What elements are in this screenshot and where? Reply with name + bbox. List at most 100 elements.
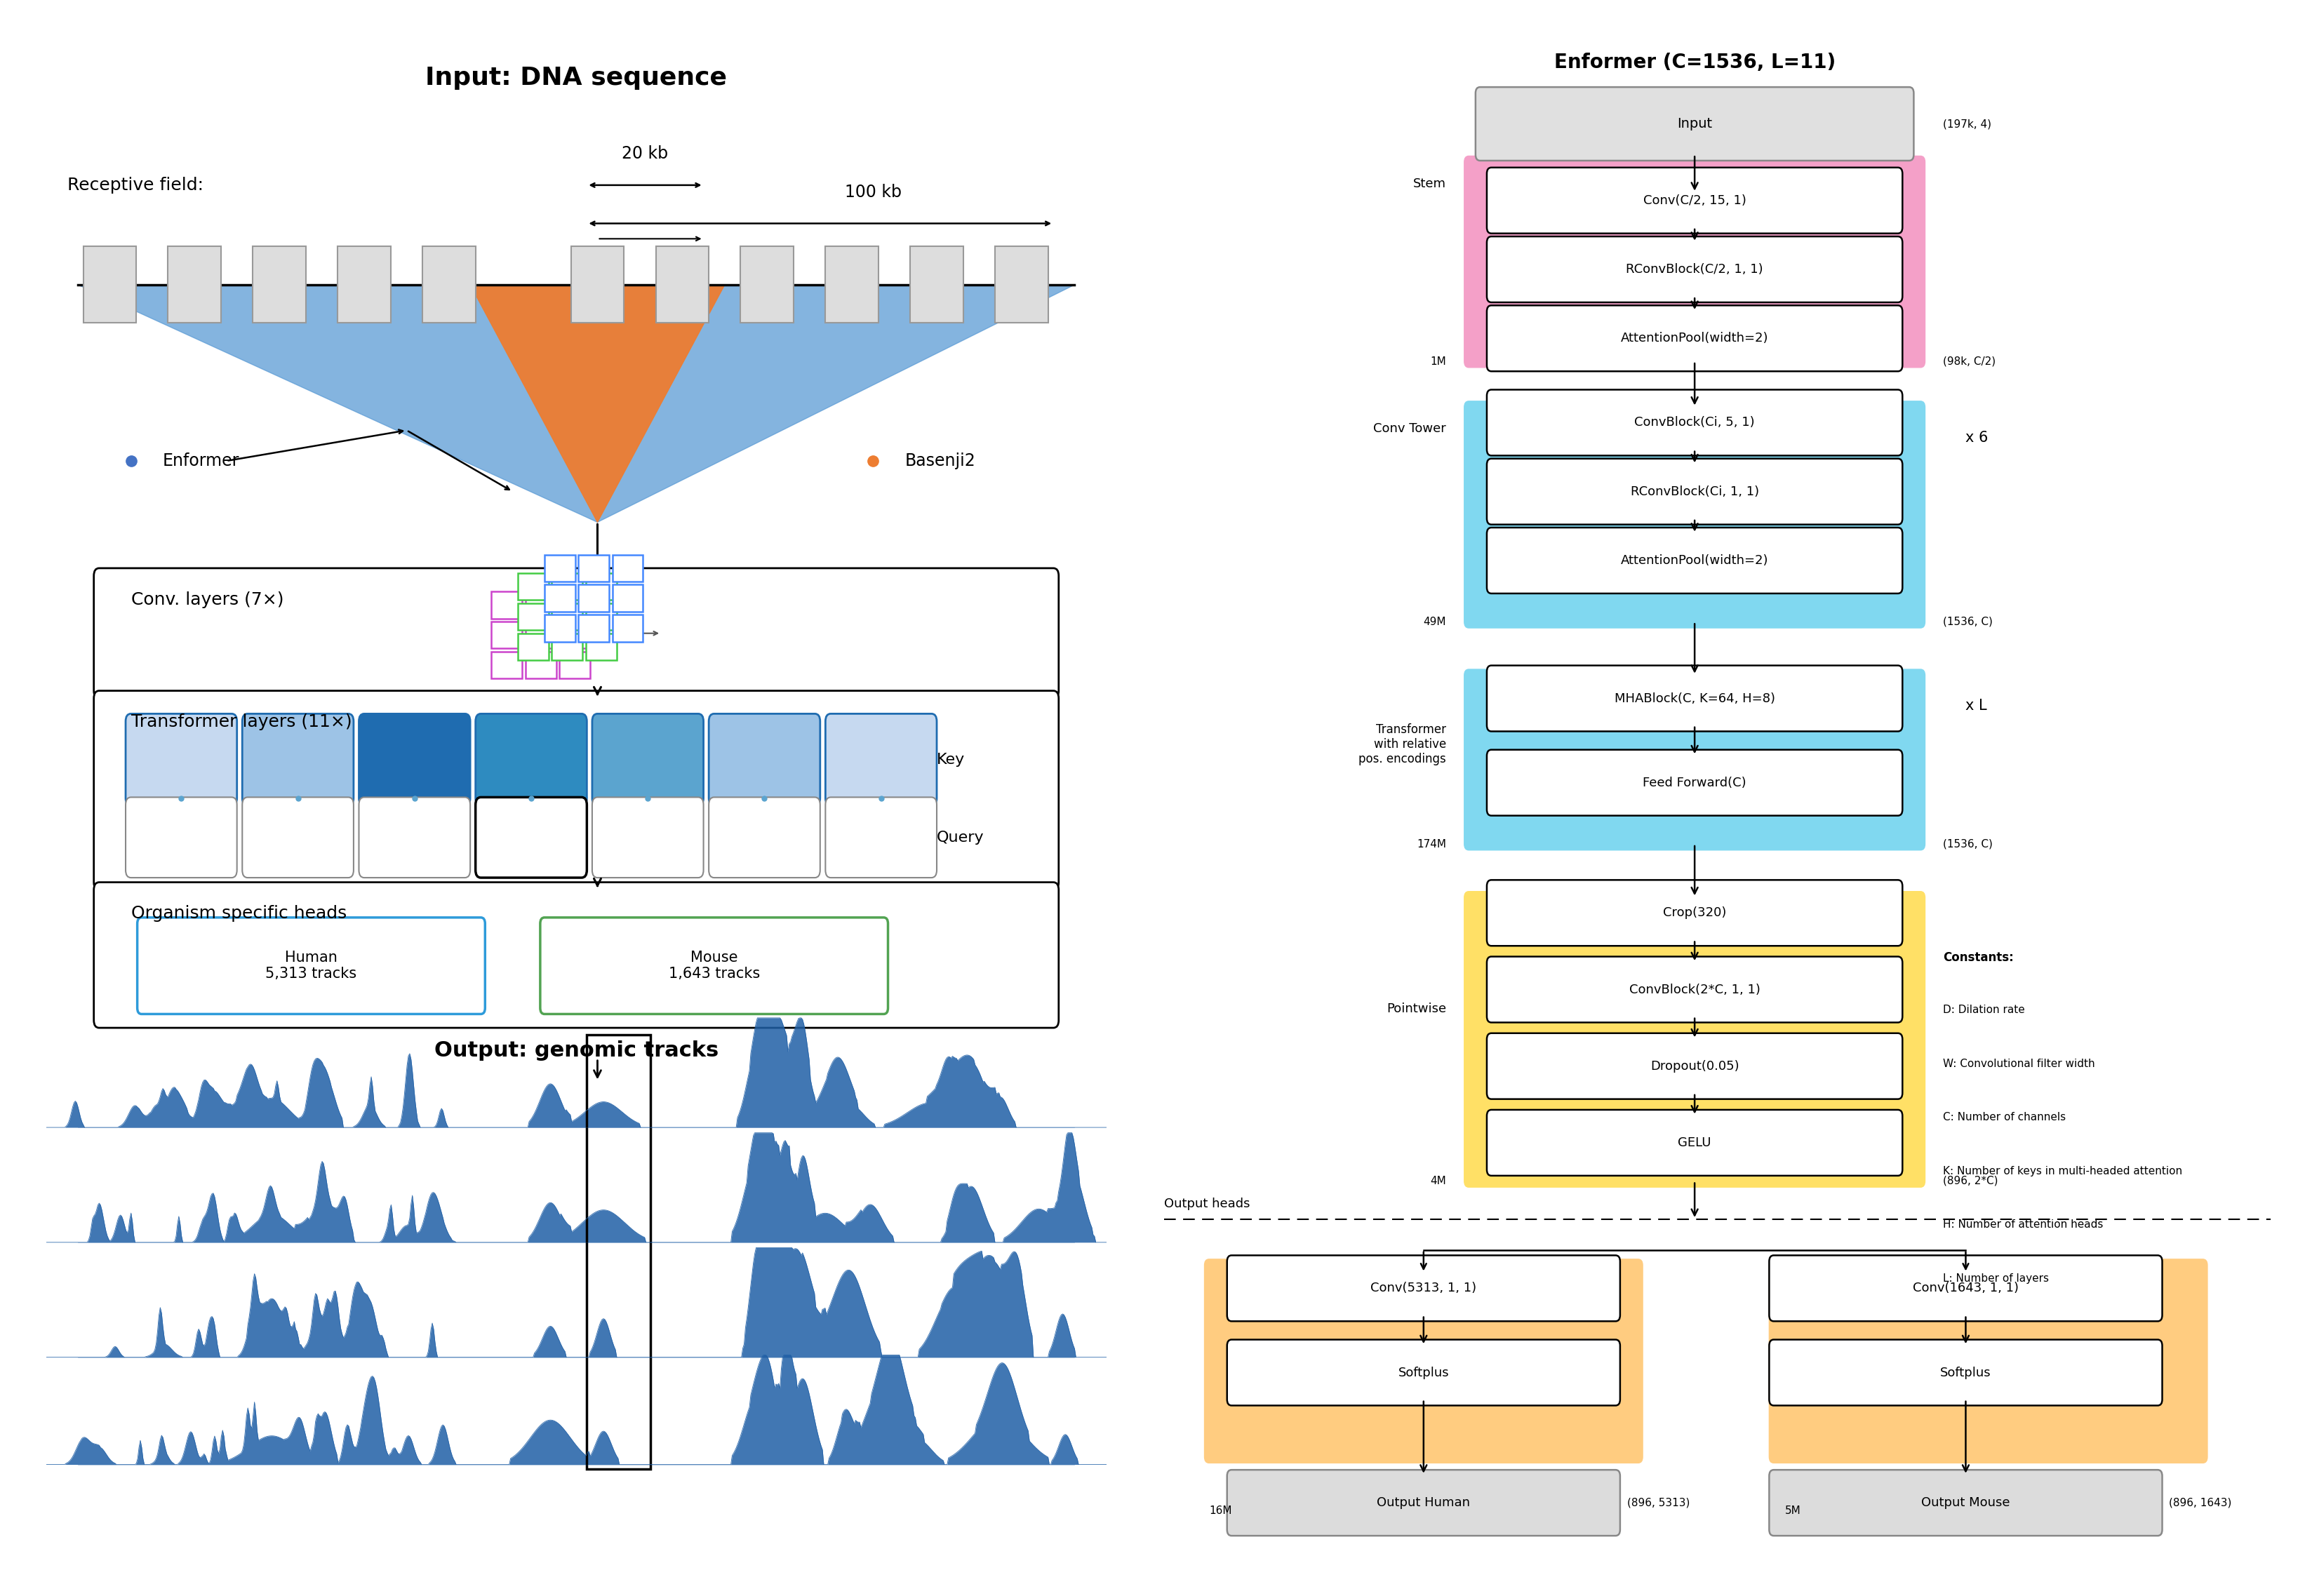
Bar — [526, 651, 556, 678]
Text: Human
5,313 tracks: Human 5,313 tracks — [265, 951, 357, 982]
FancyBboxPatch shape — [825, 713, 936, 806]
FancyBboxPatch shape — [1487, 168, 1902, 233]
FancyBboxPatch shape — [1487, 666, 1902, 731]
Bar — [613, 614, 643, 642]
FancyBboxPatch shape — [1487, 956, 1902, 1023]
Text: Input: DNA sequence: Input: DNA sequence — [426, 65, 726, 89]
Text: W: Convolutional filter width: W: Convolutional filter width — [1943, 1058, 2095, 1069]
Text: Output heads: Output heads — [1164, 1197, 1249, 1210]
FancyBboxPatch shape — [592, 713, 703, 806]
FancyBboxPatch shape — [539, 918, 887, 1013]
Text: Output Human: Output Human — [1376, 1497, 1471, 1510]
FancyBboxPatch shape — [1770, 1259, 2208, 1464]
Text: GELU: GELU — [1678, 1136, 1710, 1149]
Text: Conv(5313, 1, 1): Conv(5313, 1, 1) — [1371, 1282, 1478, 1294]
Bar — [585, 603, 615, 630]
Text: x 6: x 6 — [1966, 431, 1989, 445]
Text: x L: x L — [1966, 699, 1987, 713]
FancyBboxPatch shape — [740, 246, 793, 322]
Text: RConvBlock(C/2, 1, 1): RConvBlock(C/2, 1, 1) — [1625, 263, 1763, 276]
FancyBboxPatch shape — [360, 798, 470, 878]
FancyBboxPatch shape — [1487, 1033, 1902, 1100]
Text: Receptive field:: Receptive field: — [67, 177, 203, 193]
Text: AttentionPool(width=2): AttentionPool(width=2) — [1620, 332, 1768, 345]
Text: ConvBlock(2*C, 1, 1): ConvBlock(2*C, 1, 1) — [1630, 983, 1761, 996]
FancyBboxPatch shape — [1487, 389, 1902, 455]
Bar — [551, 603, 583, 630]
Bar — [526, 592, 556, 618]
Text: (896, 2*C): (896, 2*C) — [1943, 1176, 1998, 1186]
FancyBboxPatch shape — [1226, 1470, 1620, 1535]
FancyBboxPatch shape — [475, 798, 588, 878]
Text: Feed Forward(C): Feed Forward(C) — [1643, 776, 1747, 788]
Text: Transformer
with relative
pos. encodings: Transformer with relative pos. encodings — [1358, 723, 1445, 764]
Bar — [491, 651, 523, 678]
Bar — [491, 621, 523, 648]
Text: Conv. layers (7×): Conv. layers (7×) — [131, 591, 284, 608]
FancyBboxPatch shape — [825, 798, 936, 878]
Text: Conv(1643, 1, 1): Conv(1643, 1, 1) — [1913, 1282, 2019, 1294]
Text: H: Number of attention heads: H: Number of attention heads — [1943, 1219, 2104, 1231]
Text: 174M: 174M — [1418, 839, 1445, 849]
FancyBboxPatch shape — [1487, 879, 1902, 946]
FancyBboxPatch shape — [127, 713, 237, 806]
Text: (896, 5313): (896, 5313) — [1627, 1497, 1690, 1508]
Text: Enformer: Enformer — [164, 453, 240, 469]
Text: (1536, C): (1536, C) — [1943, 839, 1994, 849]
FancyBboxPatch shape — [1487, 1109, 1902, 1176]
FancyBboxPatch shape — [95, 568, 1058, 699]
Text: Dropout(0.05): Dropout(0.05) — [1650, 1060, 1738, 1073]
FancyBboxPatch shape — [83, 246, 136, 322]
FancyBboxPatch shape — [1770, 1470, 2162, 1535]
Text: C: Number of channels: C: Number of channels — [1943, 1112, 2065, 1122]
FancyBboxPatch shape — [127, 798, 237, 878]
FancyBboxPatch shape — [710, 713, 821, 806]
FancyBboxPatch shape — [1464, 669, 1925, 851]
Text: Enformer (C=1536, L=11): Enformer (C=1536, L=11) — [1554, 53, 1835, 72]
Text: 16M: 16M — [1210, 1505, 1231, 1516]
Text: (1536, C): (1536, C) — [1943, 616, 1994, 627]
FancyBboxPatch shape — [592, 798, 703, 878]
Text: Key: Key — [936, 753, 966, 766]
FancyBboxPatch shape — [1770, 1256, 2162, 1321]
Bar — [491, 592, 523, 618]
FancyBboxPatch shape — [1487, 236, 1902, 302]
FancyBboxPatch shape — [1487, 458, 1902, 525]
Text: Constants:: Constants: — [1943, 951, 2015, 964]
Bar — [585, 573, 615, 600]
Text: (197k, 4): (197k, 4) — [1943, 118, 1992, 129]
Text: Organism specific heads: Organism specific heads — [131, 905, 346, 922]
FancyBboxPatch shape — [1487, 305, 1902, 372]
Text: RConvBlock(Ci, 1, 1): RConvBlock(Ci, 1, 1) — [1630, 485, 1759, 498]
FancyBboxPatch shape — [138, 918, 484, 1013]
FancyBboxPatch shape — [1770, 1339, 2162, 1406]
Bar — [585, 634, 615, 661]
FancyBboxPatch shape — [996, 246, 1049, 322]
FancyBboxPatch shape — [95, 691, 1058, 891]
Text: Stem: Stem — [1413, 177, 1445, 190]
Bar — [560, 592, 590, 618]
Bar — [519, 603, 549, 630]
Text: MHABlock(C, K=64, H=8): MHABlock(C, K=64, H=8) — [1614, 693, 1775, 705]
Text: Output Mouse: Output Mouse — [1922, 1497, 2010, 1510]
FancyBboxPatch shape — [1464, 401, 1925, 627]
Text: Basenji2: Basenji2 — [906, 453, 975, 469]
Text: Conv Tower: Conv Tower — [1374, 423, 1445, 436]
Text: 4M: 4M — [1429, 1176, 1445, 1186]
Text: K: Number of keys in multi-headed attention: K: Number of keys in multi-headed attent… — [1943, 1165, 2183, 1176]
FancyBboxPatch shape — [910, 246, 963, 322]
FancyBboxPatch shape — [242, 713, 353, 806]
FancyBboxPatch shape — [168, 246, 221, 322]
FancyBboxPatch shape — [1464, 156, 1925, 367]
Text: (98k, C/2): (98k, C/2) — [1943, 356, 1996, 367]
Text: Crop(320): Crop(320) — [1662, 907, 1726, 919]
FancyBboxPatch shape — [242, 798, 353, 878]
Text: Pointwise: Pointwise — [1385, 1002, 1445, 1015]
FancyBboxPatch shape — [825, 246, 878, 322]
Bar — [588, 1034, 650, 1468]
Text: ConvBlock(Ci, 5, 1): ConvBlock(Ci, 5, 1) — [1634, 417, 1754, 429]
Text: Transformer layers (11×): Transformer layers (11×) — [131, 713, 353, 731]
FancyBboxPatch shape — [1206, 1259, 1643, 1464]
FancyBboxPatch shape — [95, 883, 1058, 1028]
Bar — [560, 621, 590, 648]
